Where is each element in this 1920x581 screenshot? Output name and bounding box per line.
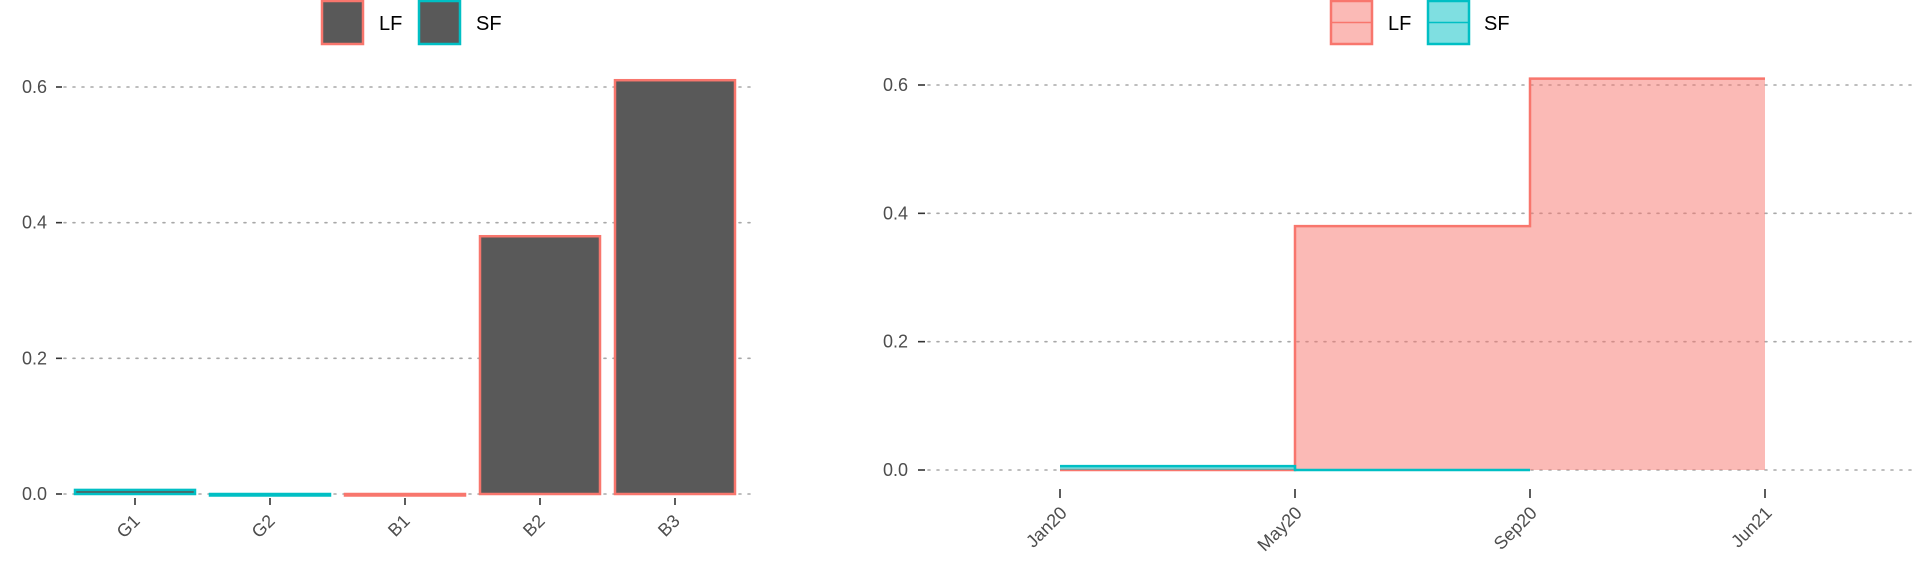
bar-chart-plot: 0.0 0.2 0.4 0.6 G1 G2 B1 B2 B3 [22, 77, 753, 542]
bar-g1 [73, 488, 197, 496]
legend-left: LF SF [320, 0, 502, 46]
x-tick-label-b3: B3 [654, 511, 684, 541]
bar-b3 [613, 78, 737, 496]
y-tick-label: 0.2 [22, 348, 47, 368]
legend-label-lf: LF [379, 13, 402, 35]
x-tick-label-may20: May20 [1253, 503, 1305, 555]
x-tick-label-jun21: Jun21 [1727, 503, 1776, 552]
legend-key-sf [417, 0, 462, 46]
x-tick-label-g2: G2 [248, 511, 279, 542]
x-tick-label-sep20: Sep20 [1490, 503, 1541, 554]
y-tick-label: 0.4 [22, 213, 47, 233]
series-sf-line [1060, 464, 1530, 472]
legend-right: LF SF [1329, 0, 1510, 46]
y-tick-label: 0.6 [22, 77, 47, 97]
bar-g2 [208, 492, 332, 497]
bar-b1 [343, 492, 467, 497]
x-tick-label-b1: B1 [384, 511, 414, 541]
y-tick-label: 0.2 [883, 332, 908, 352]
x-tick-label-g1: G1 [113, 511, 144, 542]
legend-label-lf: LF [1388, 13, 1411, 35]
legend-label-sf: SF [1484, 13, 1510, 35]
y-tick-label: 0.6 [883, 75, 908, 95]
series-lf-area [1060, 78, 1765, 470]
legend-label-sf: SF [476, 13, 502, 35]
legend-key-lf [320, 0, 365, 46]
x-tick-label-b2: B2 [519, 511, 549, 541]
y-tick-label: 0.0 [883, 460, 908, 480]
x-tick-label-jan20: Jan20 [1022, 503, 1071, 552]
y-tick-label: 0.4 [883, 203, 908, 223]
step-area-chart-plot: 0.0 0.2 0.4 0.6 Jan20 May20 Sep20 Jun21 [883, 75, 1913, 555]
bar-b2 [478, 234, 602, 496]
y-tick-label: 0.0 [22, 484, 47, 504]
